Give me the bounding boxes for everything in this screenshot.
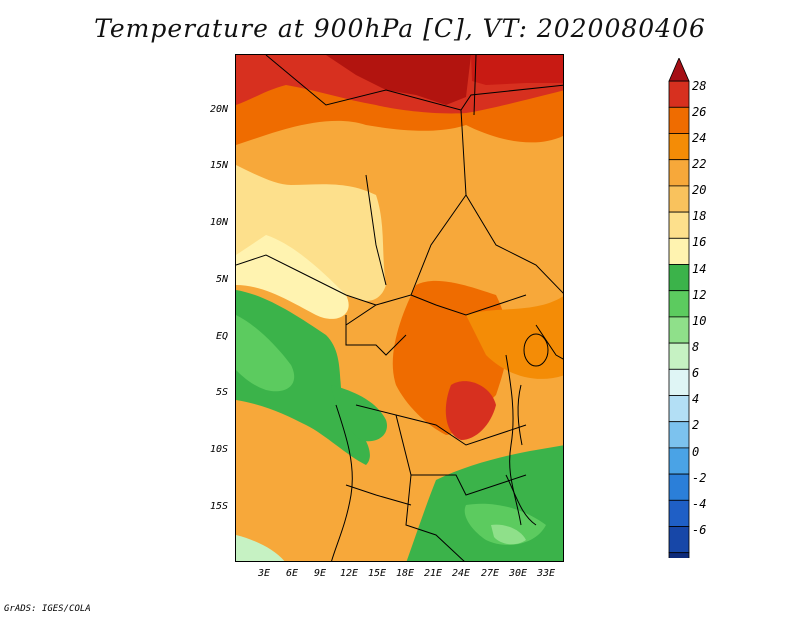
map-title: Temperature at 900hPa [C], VT: 202008040… xyxy=(94,14,706,43)
lon-label-9e: 9E xyxy=(313,568,327,579)
lat-label-20n: 20N xyxy=(209,104,228,115)
temperature-map xyxy=(235,54,564,562)
band-26-central xyxy=(445,381,496,440)
colorbar-swatch xyxy=(668,159,690,187)
colorbar-swatch xyxy=(668,106,690,134)
colorbar-swatch xyxy=(668,80,690,108)
lon-label-6e: 6E xyxy=(285,568,299,579)
band-10-south xyxy=(491,524,526,545)
colorbar-label-6: 6 xyxy=(692,366,700,380)
colorbar-swatch xyxy=(668,499,690,527)
lake-outlines xyxy=(505,333,549,526)
lat-label-eq: EQ xyxy=(215,331,228,342)
lon-label-33e: 33E xyxy=(536,568,556,579)
colorbar-label-18: 18 xyxy=(692,209,707,223)
colorbar-swatch xyxy=(668,526,690,554)
grads-credit: GrADS: IGES/COLA xyxy=(4,604,91,614)
colorbar-swatch xyxy=(668,552,690,558)
colorbar-label-26: 26 xyxy=(692,105,707,119)
colorbar-swatch xyxy=(668,395,690,423)
lon-label-18e: 18E xyxy=(395,568,415,579)
lat-label-10s: 10S xyxy=(209,444,228,455)
lat-label-15s: 15S xyxy=(209,501,228,512)
lon-label-15e: 15E xyxy=(367,568,387,579)
lat-label-5n: 5N xyxy=(215,274,228,285)
band-14-angola xyxy=(331,385,387,442)
colorbar-label-2: 2 xyxy=(692,418,700,432)
colorbar-label-16: 16 xyxy=(692,235,707,249)
colorbar-swatch xyxy=(668,473,690,501)
lon-label-30e: 30E xyxy=(508,568,528,579)
lon-label-21e: 21E xyxy=(423,568,443,579)
band-8-sw xyxy=(236,535,285,561)
colorbar-label-10: 10 xyxy=(692,314,707,328)
colorbar-label-4: 4 xyxy=(692,392,700,406)
colorbar-label-minus4: -4 xyxy=(692,497,707,511)
colorbar-label-8: 8 xyxy=(692,340,700,354)
colorbar-swatch xyxy=(668,211,690,239)
colorbar-swatch xyxy=(668,264,690,292)
band-20-sw xyxy=(236,445,339,561)
lon-label-27e: 27E xyxy=(480,568,500,579)
colorbar-swatch xyxy=(668,237,690,265)
lon-label-3e: 3E xyxy=(257,568,271,579)
colorbar-label-12: 12 xyxy=(692,288,707,302)
band-28 xyxy=(266,55,471,105)
lat-label-10n: 10N xyxy=(209,217,228,228)
lat-label-15n: 15N xyxy=(209,160,228,171)
colorbar-label-20: 20 xyxy=(692,183,707,197)
colorbar-swatch xyxy=(668,133,690,161)
colorbar-label-22: 22 xyxy=(692,157,707,171)
colorbar-swatch xyxy=(668,185,690,213)
colorbar-swatch xyxy=(668,447,690,475)
colorbar-label-24: 24 xyxy=(692,131,707,145)
country-borders xyxy=(236,55,563,561)
colorbar-swatch xyxy=(668,316,690,344)
colorbar-swatch xyxy=(668,290,690,318)
band-22-east xyxy=(466,296,563,379)
band-14-coast xyxy=(236,290,370,465)
colorbar xyxy=(668,58,690,558)
lat-label-5s: 5S xyxy=(215,387,228,398)
colorbar-swatch xyxy=(668,368,690,396)
colorbar-label-0: 0 xyxy=(692,445,700,459)
band-12-coast xyxy=(236,315,295,392)
colorbar-swatch xyxy=(668,342,690,370)
colorbar-label-minus6: -6 xyxy=(692,523,707,537)
colorbar-top-arrow xyxy=(668,58,690,82)
colorbar-label-minus2: -2 xyxy=(692,471,707,485)
band-28b xyxy=(471,55,563,85)
lon-label-24e: 24E xyxy=(451,568,471,579)
lon-label-12e: 12E xyxy=(339,568,359,579)
colorbar-label-28: 28 xyxy=(692,79,707,93)
colorbar-swatch xyxy=(668,421,690,449)
colorbar-label-14: 14 xyxy=(692,262,707,276)
